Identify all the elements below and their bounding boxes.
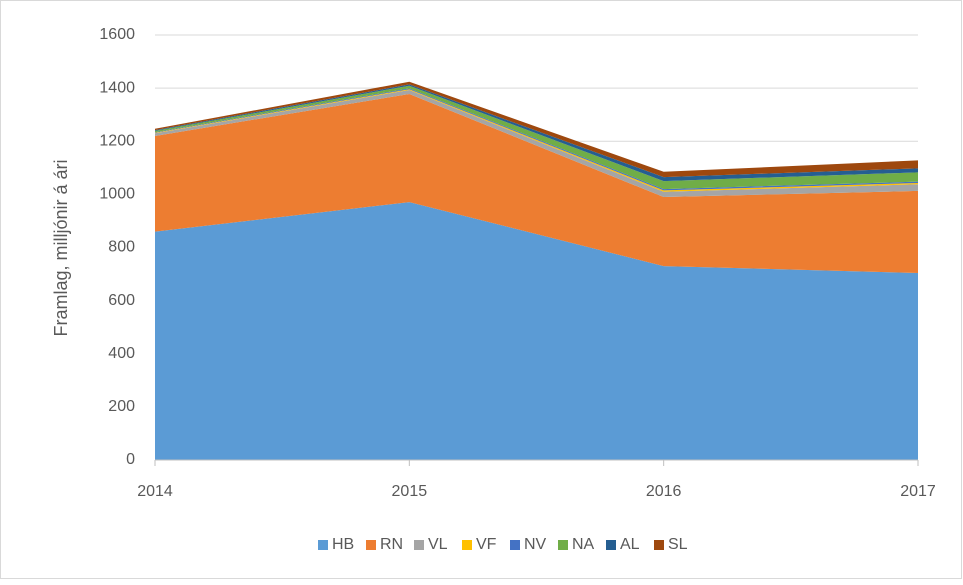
y-tick-label: 400 — [108, 345, 135, 362]
y-tick-label: 600 — [108, 292, 135, 309]
legend-label: SL — [668, 536, 688, 553]
legend-swatch — [414, 540, 424, 550]
area — [155, 81, 918, 178]
legend-label: VL — [428, 536, 448, 553]
y-tick-label: 1400 — [99, 79, 135, 96]
area — [155, 88, 918, 191]
area — [155, 93, 918, 273]
legend-swatch — [462, 540, 472, 550]
area — [155, 89, 918, 198]
legend-label: HB — [332, 536, 354, 553]
y-tick-label: 1000 — [99, 186, 135, 203]
legend-label: AL — [620, 536, 640, 553]
legend-label: VF — [476, 536, 497, 553]
y-tick-label: 1200 — [99, 132, 135, 149]
legend-label: NV — [524, 536, 547, 553]
y-tick-label: 800 — [108, 239, 135, 256]
legend-swatch — [318, 540, 328, 550]
legend-label: NA — [572, 536, 595, 553]
legend-swatch — [366, 540, 376, 550]
legend-label: RN — [380, 536, 403, 553]
legend-swatch — [510, 540, 520, 550]
area — [155, 85, 918, 190]
y-tick-label: 0 — [126, 451, 135, 468]
x-tick-label: 2014 — [137, 483, 173, 500]
x-tick-label: 2016 — [646, 483, 682, 500]
y-tick-label: 1600 — [99, 26, 135, 43]
legend-swatch — [654, 540, 664, 550]
area — [155, 202, 918, 460]
x-tick-label: 2015 — [392, 483, 428, 500]
y-tick-label: 200 — [108, 398, 135, 415]
legend-swatch — [558, 540, 568, 550]
area — [155, 89, 918, 192]
y-axis-label: Framlag, milljónir á ári — [51, 159, 71, 336]
legend-swatch — [606, 540, 616, 550]
area — [155, 84, 918, 182]
x-tick-label: 2017 — [900, 483, 936, 500]
